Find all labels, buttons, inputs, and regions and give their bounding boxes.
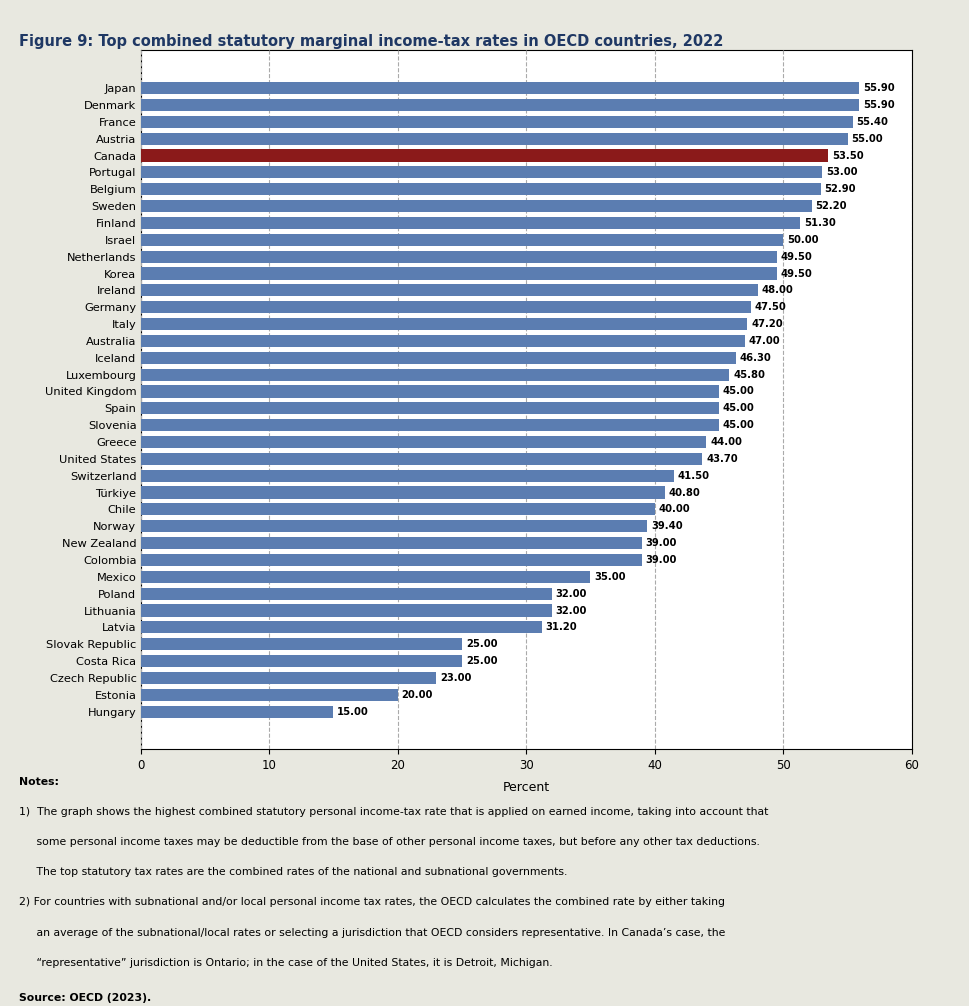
Text: 39.00: 39.00 <box>645 555 676 565</box>
Bar <box>141 638 461 650</box>
Bar <box>141 570 590 582</box>
Bar <box>141 166 821 178</box>
Bar <box>141 655 461 667</box>
Bar <box>141 82 859 95</box>
Bar <box>141 268 776 280</box>
Bar <box>141 705 333 717</box>
Bar <box>141 318 746 330</box>
Text: 49.50: 49.50 <box>780 269 812 279</box>
Bar <box>141 402 718 414</box>
Text: “representative” jurisdiction is Ontario; in the case of the United States, it i: “representative” jurisdiction is Ontario… <box>19 958 552 968</box>
Bar <box>141 335 744 347</box>
Text: The top statutory tax rates are the combined rates of the national and subnation: The top statutory tax rates are the comb… <box>19 867 567 877</box>
Bar <box>141 352 735 364</box>
Text: 47.20: 47.20 <box>750 319 782 329</box>
Text: 55.90: 55.90 <box>862 83 893 94</box>
Text: Source: OECD (2023).: Source: OECD (2023). <box>19 993 151 1003</box>
Text: 51.30: 51.30 <box>803 218 834 228</box>
Text: 53.00: 53.00 <box>825 167 857 177</box>
Bar <box>141 385 718 397</box>
Text: 53.50: 53.50 <box>831 151 862 161</box>
Text: 40.00: 40.00 <box>658 504 690 514</box>
Bar <box>141 436 705 448</box>
Text: 48.00: 48.00 <box>761 286 793 296</box>
Text: 25.00: 25.00 <box>465 639 497 649</box>
Bar <box>141 588 551 600</box>
Bar <box>141 503 654 515</box>
Text: 52.20: 52.20 <box>815 201 846 211</box>
Bar <box>141 689 397 701</box>
Bar <box>141 99 859 111</box>
Bar <box>141 116 852 128</box>
Text: 2) For countries with subnational and/or local personal income tax rates, the OE: 2) For countries with subnational and/or… <box>19 897 725 907</box>
Text: 49.50: 49.50 <box>780 252 812 262</box>
Text: 39.40: 39.40 <box>650 521 682 531</box>
Bar <box>141 453 702 465</box>
Text: 23.00: 23.00 <box>440 673 471 683</box>
Text: 45.00: 45.00 <box>722 403 754 413</box>
Text: 46.30: 46.30 <box>738 353 770 363</box>
Text: 32.00: 32.00 <box>555 589 586 599</box>
Bar <box>141 301 750 313</box>
Bar <box>141 537 641 549</box>
Text: 47.50: 47.50 <box>754 302 786 312</box>
Text: 50.00: 50.00 <box>786 234 818 244</box>
Bar <box>141 368 729 380</box>
Text: 41.50: 41.50 <box>677 471 709 481</box>
Text: 32.00: 32.00 <box>555 606 586 616</box>
Text: 47.00: 47.00 <box>748 336 779 346</box>
Bar <box>141 420 718 432</box>
Bar <box>141 554 641 566</box>
Text: 55.00: 55.00 <box>851 134 882 144</box>
Text: 40.80: 40.80 <box>669 488 700 498</box>
Text: 1)  The graph shows the highest combined statutory personal income-tax rate that: 1) The graph shows the highest combined … <box>19 807 768 817</box>
Text: 44.00: 44.00 <box>709 437 741 447</box>
Bar <box>141 622 541 634</box>
Bar <box>141 672 436 684</box>
Bar <box>141 285 757 297</box>
Text: Notes:: Notes: <box>19 777 59 787</box>
Bar <box>141 520 646 532</box>
Bar <box>141 150 828 162</box>
Text: 45.00: 45.00 <box>722 386 754 396</box>
Text: 35.00: 35.00 <box>594 571 625 581</box>
Bar <box>141 250 776 263</box>
X-axis label: Percent: Percent <box>502 781 549 794</box>
Text: an average of the subnational/local rates or selecting a jurisdiction that OECD : an average of the subnational/local rate… <box>19 928 725 938</box>
Text: 45.80: 45.80 <box>733 369 765 379</box>
Bar <box>141 233 783 245</box>
Bar <box>141 605 551 617</box>
Text: some personal income taxes may be deductible from the base of other personal inc: some personal income taxes may be deduct… <box>19 837 760 847</box>
Text: 25.00: 25.00 <box>465 656 497 666</box>
Text: 15.00: 15.00 <box>337 706 368 716</box>
Bar <box>141 487 665 499</box>
Text: 52.90: 52.90 <box>824 184 855 194</box>
Text: 55.40: 55.40 <box>856 117 888 127</box>
Bar <box>141 217 799 229</box>
Bar <box>141 133 847 145</box>
Bar <box>141 183 820 195</box>
Text: 55.90: 55.90 <box>862 100 893 110</box>
Bar <box>141 200 811 212</box>
Text: 31.20: 31.20 <box>545 623 577 633</box>
Text: 43.70: 43.70 <box>705 454 737 464</box>
Bar <box>141 470 673 482</box>
Text: Figure 9: Top combined statutory marginal income-tax rates in OECD countries, 20: Figure 9: Top combined statutory margina… <box>19 34 723 49</box>
Text: 39.00: 39.00 <box>645 538 676 548</box>
Text: 20.00: 20.00 <box>401 690 432 700</box>
Text: 45.00: 45.00 <box>722 421 754 431</box>
